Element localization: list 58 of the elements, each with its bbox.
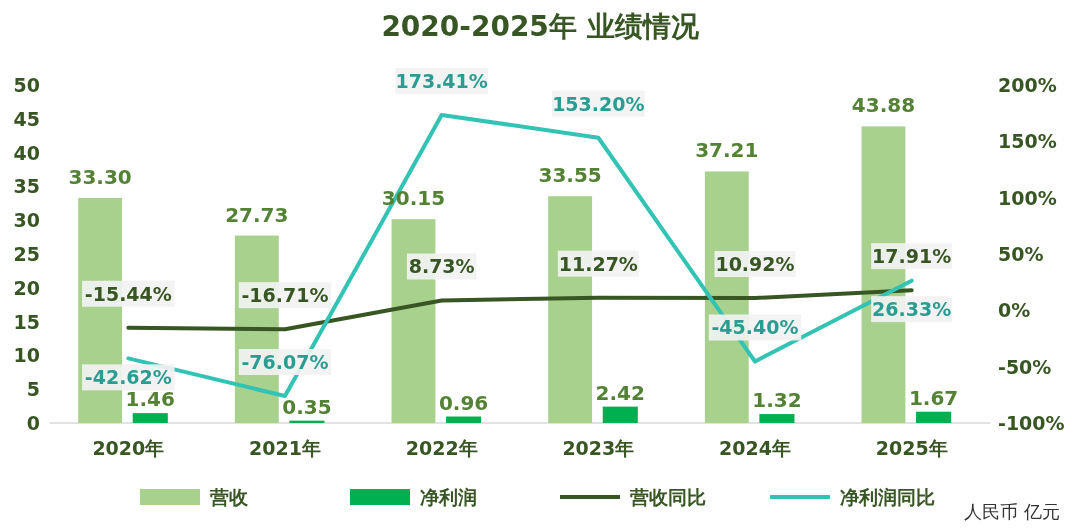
chart-title: 2020-2025年 业绩情况 bbox=[381, 10, 700, 43]
data-label: 173.41% bbox=[395, 69, 488, 92]
bar bbox=[916, 411, 952, 423]
y-tick-label: 5 bbox=[26, 378, 40, 401]
data-label: 26.33% bbox=[872, 298, 952, 321]
data-label: 1.67 bbox=[908, 385, 959, 410]
data-label: 1.46 bbox=[125, 387, 175, 412]
data-label: -15.44% bbox=[84, 282, 172, 305]
data-label: -42.62% bbox=[84, 366, 172, 389]
y-tick-label: 25 bbox=[13, 243, 40, 265]
bar bbox=[602, 406, 638, 423]
data-label: 43.88 bbox=[851, 93, 916, 118]
data-label: 8.73% bbox=[408, 255, 475, 278]
data-label: 33.55 bbox=[538, 163, 602, 188]
y2-tick-label: 0% bbox=[998, 299, 1031, 322]
x-tick-label: 2020年 bbox=[92, 437, 165, 459]
y-tick-label: 40 bbox=[13, 141, 40, 164]
data-label: 0.96 bbox=[438, 390, 489, 415]
legend-label: 营收同比 bbox=[629, 486, 706, 508]
data-label: 10.92% bbox=[715, 253, 795, 276]
data-label: 11.27% bbox=[558, 252, 638, 275]
y-tick-label: 0 bbox=[26, 412, 40, 434]
y-tick-label: 35 bbox=[13, 175, 40, 198]
y2-tick-label: 100% bbox=[998, 186, 1057, 209]
x-tick-label: 2024年 bbox=[719, 437, 791, 459]
y2-tick-label: -50% bbox=[998, 355, 1052, 378]
y-tick-label: 20 bbox=[13, 276, 40, 299]
x-tick-label: 2021年 bbox=[249, 437, 321, 459]
data-label: -45.40% bbox=[711, 316, 799, 339]
legend-label: 净利润 bbox=[420, 486, 477, 508]
bar bbox=[446, 416, 482, 423]
data-label: 37.21 bbox=[695, 138, 759, 163]
data-label: 33.30 bbox=[68, 164, 132, 189]
data-label: 153.20% bbox=[552, 92, 645, 115]
y-tick-label: 15 bbox=[13, 310, 40, 333]
data-label: 27.73 bbox=[225, 202, 289, 227]
x-tick-label: 2025年 bbox=[875, 437, 948, 459]
y2-tick-label: 50% bbox=[998, 243, 1044, 265]
x-tick-label: 2022年 bbox=[405, 437, 478, 459]
legend-label: 净利润同比 bbox=[840, 486, 935, 508]
y2-tick-label: 200% bbox=[998, 74, 1057, 96]
data-label: -76.07% bbox=[241, 351, 329, 374]
y2-tick-label: 150% bbox=[998, 130, 1057, 153]
y2-tick-label: -100% bbox=[998, 412, 1065, 434]
y-tick-label: 30 bbox=[13, 209, 40, 232]
data-label: 0.35 bbox=[282, 394, 332, 419]
bar bbox=[132, 413, 168, 423]
y-tick-label: 10 bbox=[13, 344, 40, 367]
legend-label: 营收 bbox=[209, 486, 249, 508]
y-tick-label: 45 bbox=[13, 107, 40, 130]
y-tick-label: 50 bbox=[13, 74, 40, 96]
data-label: 2.42 bbox=[595, 380, 645, 405]
data-label: 17.91% bbox=[872, 245, 952, 268]
data-label: -16.71% bbox=[241, 284, 329, 307]
x-tick-label: 2023年 bbox=[562, 437, 635, 459]
bar bbox=[759, 414, 795, 423]
data-label: 1.32 bbox=[752, 388, 802, 413]
text: 人民币 亿元 bbox=[964, 501, 1060, 522]
